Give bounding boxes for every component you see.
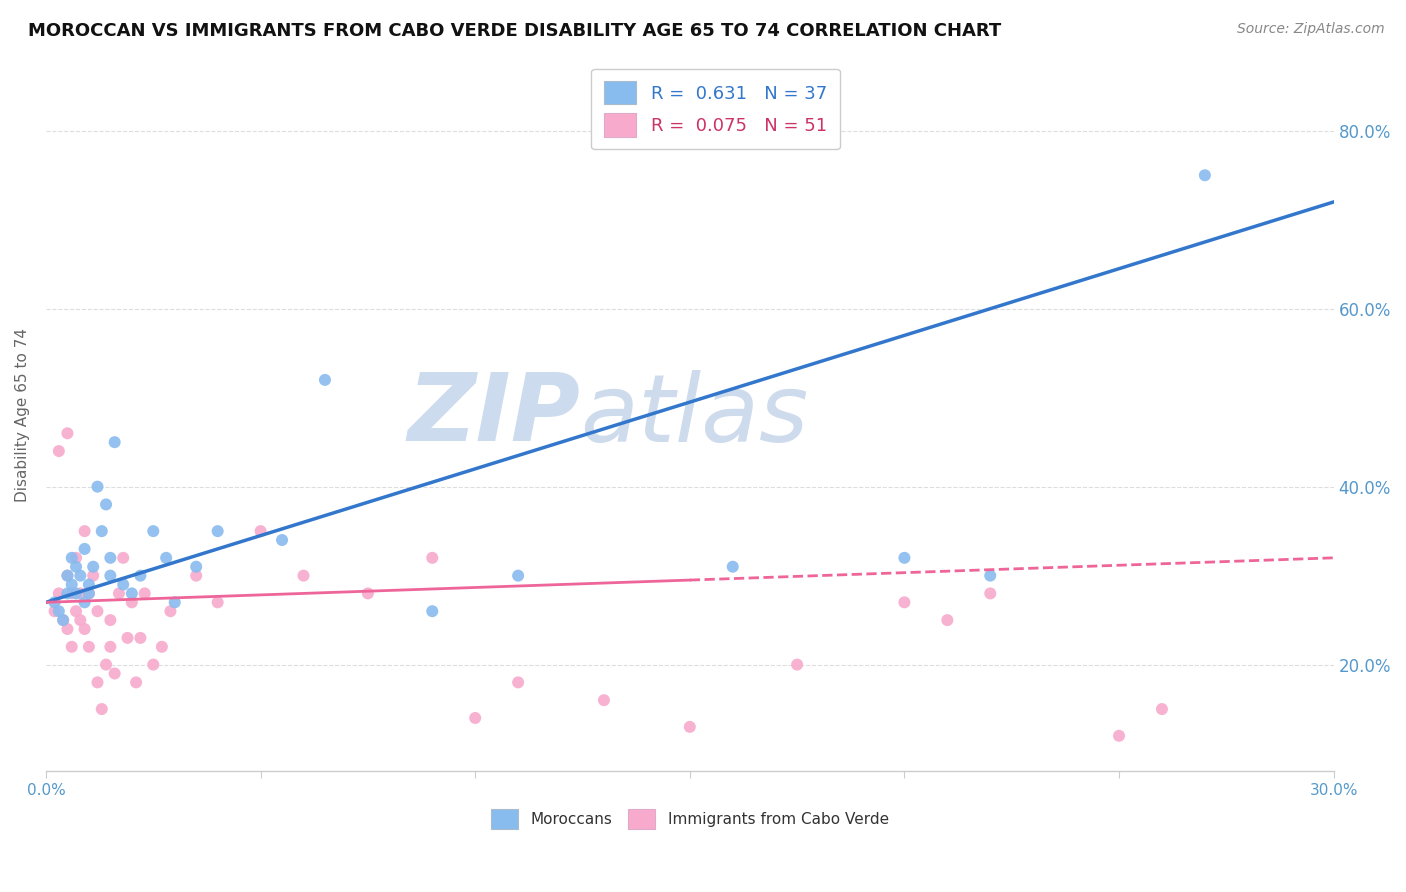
Point xyxy=(979,568,1001,582)
Point xyxy=(593,693,616,707)
Point xyxy=(186,559,208,574)
Point xyxy=(56,622,79,636)
Point xyxy=(129,631,152,645)
Point xyxy=(94,657,117,672)
Point xyxy=(420,604,443,618)
Point xyxy=(98,568,121,582)
Point xyxy=(163,595,186,609)
Point xyxy=(90,524,112,538)
Point xyxy=(292,568,315,582)
Point xyxy=(108,586,131,600)
Point xyxy=(1150,702,1173,716)
Point xyxy=(48,444,70,458)
Point xyxy=(60,586,83,600)
Point xyxy=(65,604,87,618)
Point xyxy=(271,533,294,547)
Point xyxy=(52,613,75,627)
Point xyxy=(142,657,165,672)
Point xyxy=(121,586,143,600)
Point xyxy=(314,373,336,387)
Point xyxy=(69,586,91,600)
Point xyxy=(936,613,959,627)
Point xyxy=(90,702,112,716)
Point xyxy=(104,666,127,681)
Point xyxy=(56,586,79,600)
Point xyxy=(893,595,915,609)
Point xyxy=(60,577,83,591)
Text: atlas: atlas xyxy=(581,370,808,461)
Point xyxy=(82,568,104,582)
Point xyxy=(129,568,152,582)
Point xyxy=(155,550,177,565)
Point xyxy=(679,720,702,734)
Point xyxy=(52,613,75,627)
Point xyxy=(464,711,486,725)
Point xyxy=(73,622,96,636)
Point xyxy=(73,541,96,556)
Text: Source: ZipAtlas.com: Source: ZipAtlas.com xyxy=(1237,22,1385,37)
Point xyxy=(159,604,181,618)
Point xyxy=(86,480,108,494)
Point xyxy=(77,586,100,600)
Point xyxy=(893,550,915,565)
Point xyxy=(420,550,443,565)
Point xyxy=(207,595,229,609)
Point xyxy=(150,640,173,654)
Point xyxy=(721,559,744,574)
Y-axis label: Disability Age 65 to 74: Disability Age 65 to 74 xyxy=(15,328,30,502)
Point xyxy=(60,550,83,565)
Point xyxy=(112,577,135,591)
Point xyxy=(65,559,87,574)
Point xyxy=(786,657,808,672)
Point xyxy=(357,586,380,600)
Point xyxy=(65,550,87,565)
Point xyxy=(69,613,91,627)
Point xyxy=(48,586,70,600)
Point xyxy=(86,604,108,618)
Point xyxy=(121,595,143,609)
Point xyxy=(249,524,271,538)
Point xyxy=(142,524,165,538)
Text: MOROCCAN VS IMMIGRANTS FROM CABO VERDE DISABILITY AGE 65 TO 74 CORRELATION CHART: MOROCCAN VS IMMIGRANTS FROM CABO VERDE D… xyxy=(28,22,1001,40)
Text: ZIP: ZIP xyxy=(408,369,581,461)
Point xyxy=(77,577,100,591)
Point xyxy=(134,586,156,600)
Point xyxy=(56,426,79,441)
Point xyxy=(48,604,70,618)
Point xyxy=(508,675,530,690)
Point xyxy=(56,568,79,582)
Point xyxy=(44,604,66,618)
Point xyxy=(104,435,127,450)
Point xyxy=(125,675,148,690)
Point xyxy=(65,586,87,600)
Point xyxy=(69,568,91,582)
Point xyxy=(73,524,96,538)
Point xyxy=(77,640,100,654)
Point xyxy=(112,550,135,565)
Point xyxy=(1194,168,1216,182)
Point xyxy=(207,524,229,538)
Point xyxy=(186,568,208,582)
Point xyxy=(56,568,79,582)
Legend: Moroccans, Immigrants from Cabo Verde: Moroccans, Immigrants from Cabo Verde xyxy=(485,803,894,835)
Point xyxy=(60,640,83,654)
Point xyxy=(98,613,121,627)
Point xyxy=(508,568,530,582)
Point xyxy=(86,675,108,690)
Point xyxy=(979,586,1001,600)
Point xyxy=(1108,729,1130,743)
Point xyxy=(77,586,100,600)
Point xyxy=(82,559,104,574)
Point xyxy=(44,595,66,609)
Point xyxy=(94,498,117,512)
Point xyxy=(98,550,121,565)
Point xyxy=(73,595,96,609)
Point xyxy=(98,640,121,654)
Point xyxy=(117,631,139,645)
